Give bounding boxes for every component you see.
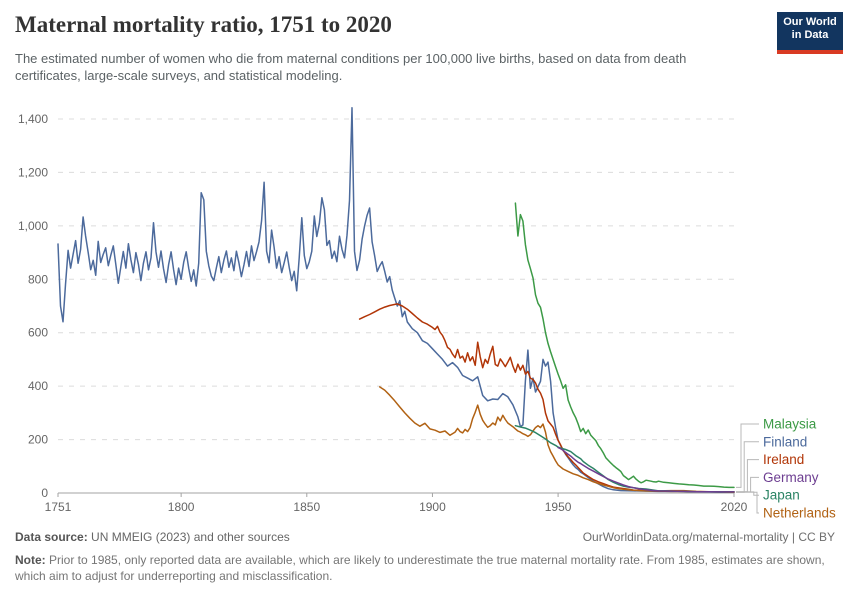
y-tick-label-1200: 1,200 (18, 165, 48, 179)
data-source-label: Data source: (15, 530, 88, 544)
chart-footer: Data source: UN MMEIG (2023) and other s… (15, 530, 835, 584)
legend-label-ireland[interactable]: Ireland (763, 452, 804, 467)
x-tick-label-1800: 1800 (168, 500, 195, 514)
x-tick-label-1950: 1950 (545, 500, 572, 514)
series-line-malaysia[interactable] (514, 202, 735, 489)
x-tick-label-1850: 1850 (293, 500, 320, 514)
data-source-text: UN MMEIG (2023) and other sources (87, 530, 290, 544)
owid-logo-line2: in Data (791, 29, 829, 41)
chart-note-text: Prior to 1985, only reported data are av… (15, 553, 825, 583)
series-line-germany[interactable] (557, 446, 735, 493)
series-line-netherlands[interactable] (378, 386, 735, 493)
y-tick-label-1400: 1,400 (18, 112, 48, 126)
page-title: Maternal mortality ratio, 1751 to 2020 (15, 12, 392, 37)
chart-subtitle: The estimated number of women who die fr… (15, 51, 687, 83)
y-tick-label-0: 0 (41, 486, 48, 500)
x-tick-label-1751: 1751 (45, 500, 72, 514)
y-tick-label-1000: 1,000 (18, 219, 48, 233)
legend-connector-ireland (736, 459, 759, 493)
owid-link[interactable]: OurWorldinData.org/maternal-mortality | … (582, 530, 835, 544)
series-line-finland[interactable] (57, 107, 735, 493)
y-tick-label-600: 600 (28, 326, 48, 340)
series-line-ireland[interactable] (358, 303, 735, 493)
y-tick-label-200: 200 (28, 433, 48, 447)
y-tick-label-800: 800 (28, 272, 48, 286)
chart-svg: 0 200 400 600 800 1,000 1,200 1,400 1751 1800 1850… (18, 107, 836, 521)
legend-label-japan[interactable]: Japan (763, 488, 800, 503)
chart-note-label: Note: (15, 553, 46, 567)
legend-connector-netherlands (736, 491, 759, 514)
y-tick-label-400: 400 (28, 379, 48, 393)
x-tick-label-1900: 1900 (419, 500, 446, 514)
legend-label-netherlands[interactable]: Netherlands (763, 506, 836, 521)
series-line-japan[interactable] (514, 424, 735, 493)
legend-connector-malaysia (736, 423, 759, 488)
legend-label-germany[interactable]: Germany (763, 470, 819, 485)
owid-logo-line1: Our World (783, 16, 837, 28)
data-source: Data source: UN MMEIG (2023) and other s… (15, 530, 290, 544)
x-tick-label-2020: 2020 (721, 500, 748, 514)
legend-label-finland[interactable]: Finland (763, 434, 807, 449)
chart-note: Note: Prior to 1985, only reported data … (15, 552, 835, 584)
legend-label-malaysia[interactable]: Malaysia (763, 417, 817, 432)
owid-logo[interactable]: Our World in Data (777, 12, 843, 54)
